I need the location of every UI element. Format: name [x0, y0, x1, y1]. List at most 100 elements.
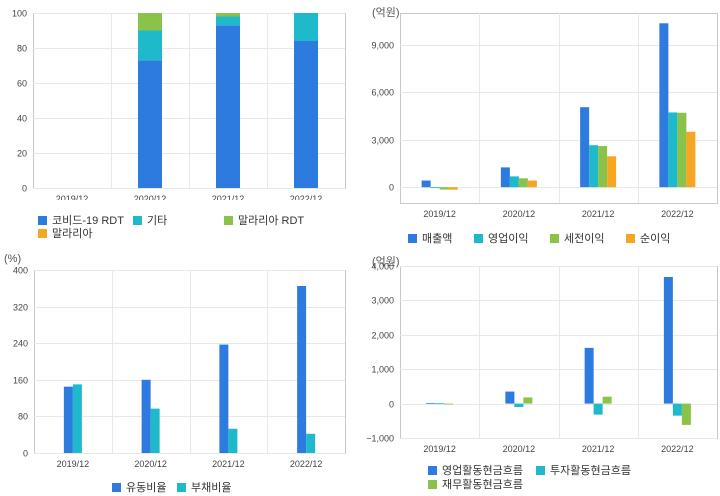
- bar: [505, 391, 515, 404]
- legend-label: 말라리아 RDT: [238, 215, 305, 227]
- bar: [681, 403, 691, 425]
- cashflow-chart-panel: (억원) −1,000 0 1,000 2,000 3,000 4,000 2019/12 2…: [362, 250, 720, 496]
- y-tick-label: 1,000: [371, 365, 394, 375]
- legend-swatch: [38, 229, 47, 238]
- x-tick-label: 2022/12: [290, 459, 323, 469]
- legend-item-revenue[interactable]: 매출액: [408, 230, 452, 246]
- y-tick-label: 0: [389, 400, 394, 410]
- legend-item-covid-rdt[interactable]: 코비드-19 RDT: [38, 212, 124, 228]
- legend-item-current-ratio[interactable]: 유동비율: [112, 479, 166, 495]
- bar-segment: [216, 16, 240, 26]
- legend-swatch: [626, 234, 635, 243]
- y-tick-label: 0: [23, 449, 28, 459]
- bar: [72, 384, 82, 453]
- bar-segment: [216, 25, 240, 188]
- x-tick-label: 2019/12: [423, 209, 456, 219]
- y-tick-label: 400: [13, 266, 28, 276]
- legend-label: 투자활동현금흐름: [550, 465, 631, 477]
- legend-swatch: [224, 216, 233, 225]
- ratios-chart-panel: (%) 0 80 160 240 320 400 2019/12 2020/12 2021/12…: [0, 250, 350, 496]
- legend-swatch: [428, 480, 437, 489]
- y-tick-label: 240: [13, 339, 28, 349]
- legend-item-malaria[interactable]: 말라리아: [38, 225, 92, 241]
- legend-label: 유동비율: [126, 482, 167, 494]
- bar: [677, 112, 687, 188]
- bar: [509, 176, 519, 188]
- y-tick-label: 3,000: [371, 296, 394, 306]
- bar: [518, 178, 528, 188]
- legend-item-operating-profit[interactable]: 영업이익: [474, 230, 528, 246]
- bar: [602, 396, 612, 404]
- bar: [598, 146, 608, 188]
- bar: [663, 277, 673, 404]
- ratios-legend: 유동비율 부채비율: [112, 479, 332, 495]
- bar: [306, 433, 316, 453]
- x-tick-label: 2019/12: [56, 194, 89, 200]
- legend-item-operating-cf[interactable]: 영업활동현금흐름: [428, 462, 523, 478]
- bar-segment: [138, 13, 162, 31]
- legend-label: 세전이익: [564, 233, 605, 245]
- legend-label: 순이익: [640, 233, 671, 245]
- y-tick-label: −1,000: [366, 434, 394, 444]
- x-tick-label: 2019/12: [423, 444, 456, 454]
- legend-swatch: [428, 466, 437, 475]
- x-tick-label: 2019/12: [57, 459, 90, 469]
- bar-segment: [294, 41, 318, 188]
- bar: [448, 187, 458, 190]
- bar: [527, 180, 537, 188]
- y-tick-label: 0: [22, 184, 27, 194]
- y-tick-label: 320: [13, 303, 28, 313]
- legend-swatch: [133, 216, 142, 225]
- bar-segment: [216, 13, 240, 17]
- bar: [444, 403, 454, 405]
- y-tick-label: 20: [17, 149, 27, 159]
- bar: [439, 187, 449, 190]
- legend-item-pretax-profit[interactable]: 세전이익: [550, 230, 604, 246]
- x-tick-label: 2021/12: [212, 459, 245, 469]
- y-tick-label: 60: [17, 79, 27, 89]
- legend-label: 매출액: [422, 233, 453, 245]
- bar: [219, 344, 229, 453]
- bar: [435, 403, 445, 405]
- y-tick-label: 3,000: [371, 136, 394, 146]
- legend-item-malaria-rdt[interactable]: 말라리아 RDT: [224, 212, 304, 228]
- legend-item-net-profit[interactable]: 순이익: [626, 230, 670, 246]
- legend-label: 재무활동현금흐름: [442, 479, 523, 491]
- bar: [686, 131, 696, 188]
- legend-item-financing-cf[interactable]: 재무활동현금흐름: [428, 476, 523, 492]
- bar: [228, 428, 238, 453]
- bar: [580, 107, 590, 188]
- bar: [672, 403, 682, 416]
- legend-label: 기타: [147, 215, 168, 227]
- y-tick-label: 160: [13, 376, 28, 386]
- income-unit-label: (억원): [372, 7, 400, 19]
- cashflow-legend: 영업활동현금흐름 투자활동현금흐름 재무활동현금흐름: [428, 462, 718, 492]
- legend-swatch: [408, 234, 417, 243]
- legend-label: 영업이익: [488, 233, 529, 245]
- legend-swatch: [112, 483, 121, 492]
- x-tick-label: 2022/12: [661, 209, 694, 219]
- cashflow-chart: −1,000 0 1,000 2,000 3,000 4,000 2019/12 2020/1…: [366, 262, 718, 454]
- y-tick-label: 80: [18, 412, 28, 422]
- y-tick-label: 0: [389, 183, 394, 193]
- bar: [297, 286, 307, 453]
- bar: [607, 156, 617, 188]
- bar: [589, 145, 599, 188]
- x-tick-label: 2021/12: [582, 209, 615, 219]
- bar: [141, 379, 151, 453]
- legend-swatch: [38, 216, 47, 225]
- legend-label: 부채비율: [191, 482, 232, 494]
- bar: [668, 112, 678, 188]
- composition-chart-panel: 0 20 40 60 80 100 2019/12 2020/12 2021/12 2022/12…: [0, 0, 350, 240]
- income-chart: 0 3,000 6,000 9,000 2019/12 2020/12 2021/12 202…: [371, 13, 718, 219]
- legend-item-debt-ratio[interactable]: 부채비율: [177, 479, 231, 495]
- legend-item-investing-cf[interactable]: 투자활동현금흐름: [536, 462, 631, 478]
- bar: [523, 397, 533, 404]
- y-tick-label: 9,000: [371, 41, 394, 51]
- income-chart-panel: (억원) 0 3,000 6,000 9,000 2019/12 2020/12 2021/…: [362, 0, 720, 248]
- bar-segment: [294, 13, 318, 41]
- legend-item-etc[interactable]: 기타: [133, 212, 167, 228]
- ratios-unit-label: (%): [4, 253, 22, 265]
- y-tick-label: 40: [17, 114, 27, 124]
- legend-swatch: [474, 234, 483, 243]
